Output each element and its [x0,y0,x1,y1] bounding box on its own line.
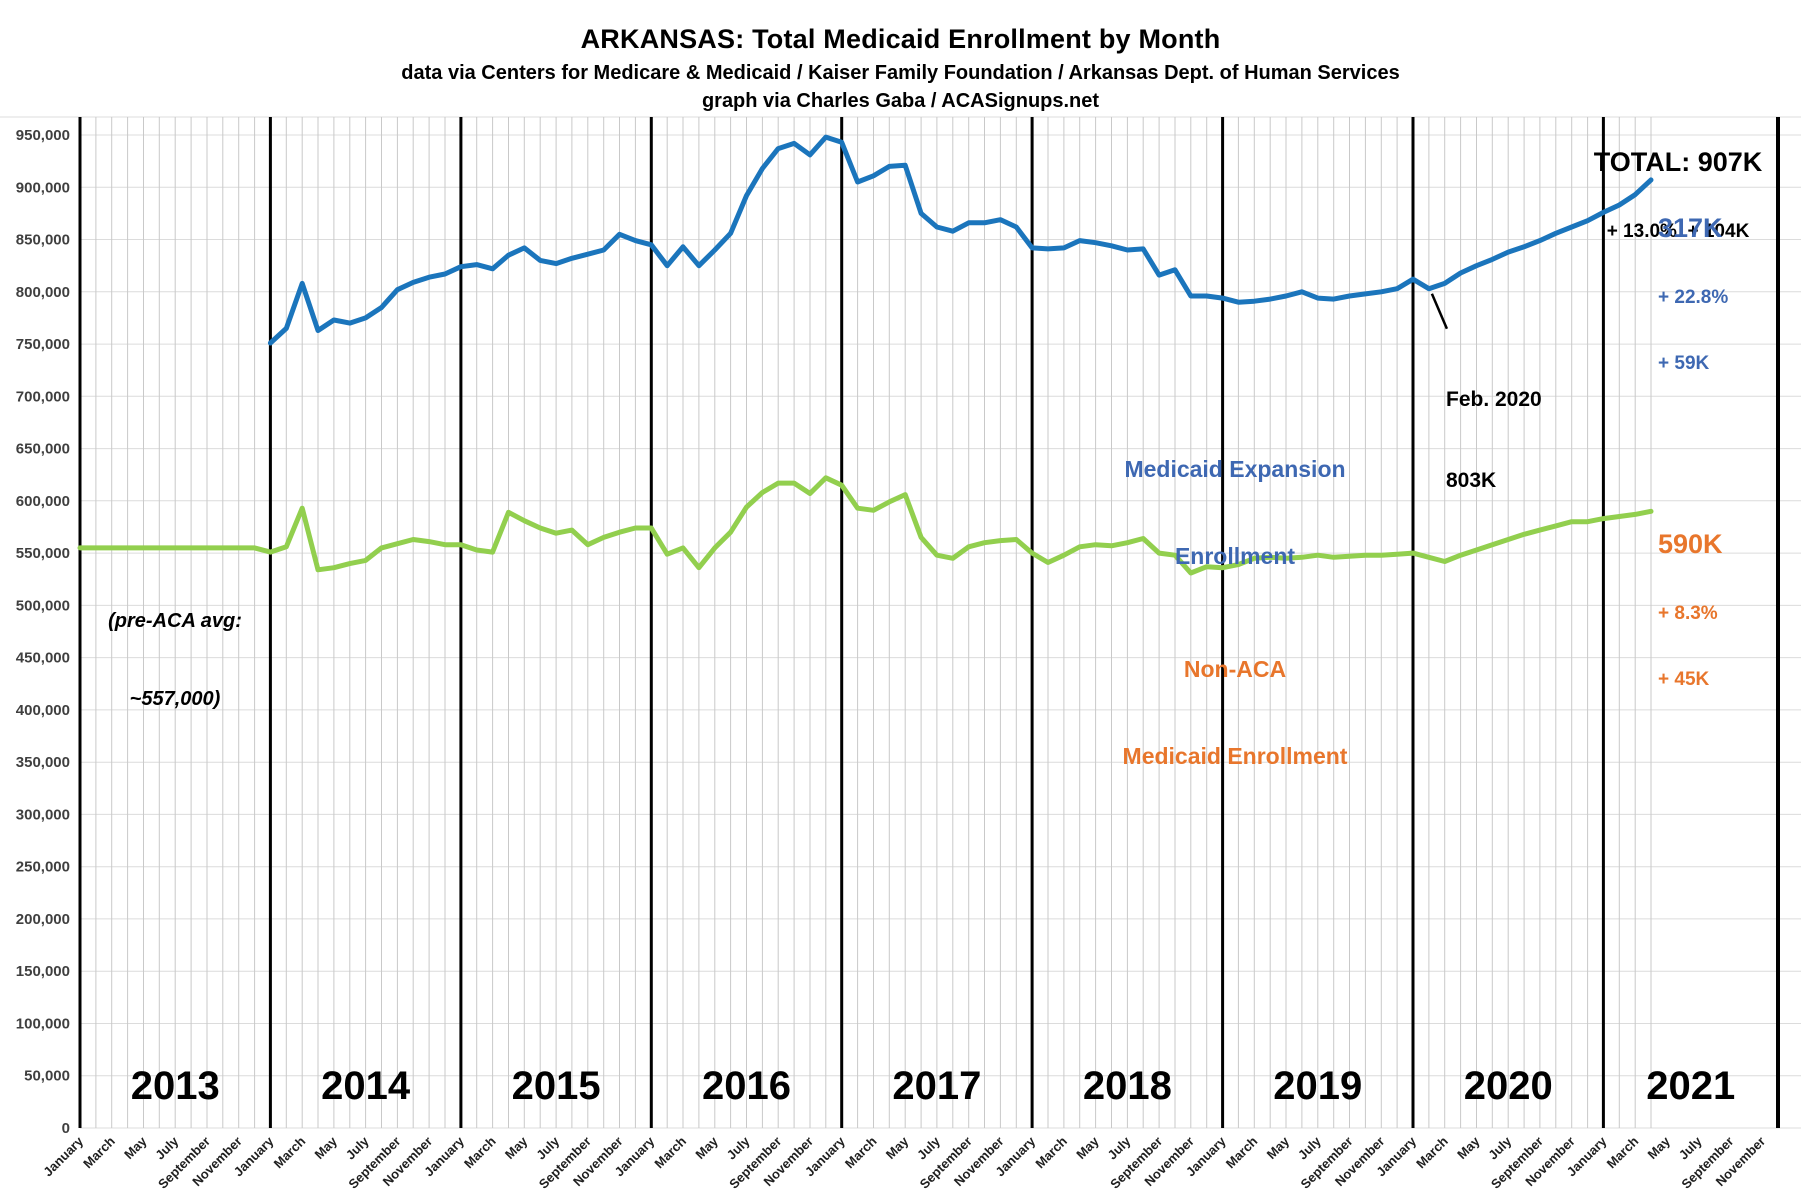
svg-text:950,000: 950,000 [16,127,70,144]
svg-text:200,000: 200,000 [16,911,70,928]
expansion-pct-change: + 22.8% [1658,287,1729,309]
svg-text:March: March [80,1133,118,1171]
svg-text:750,000: 750,000 [16,336,70,353]
svg-text:2014: 2014 [321,1064,411,1108]
y-gridlines [80,134,1801,1129]
expansion-series-label: Medicaid Expansion Enrollment [1080,397,1390,629]
svg-text:May: May [883,1133,912,1162]
nonaca-abs-change: + 45K [1658,668,1710,690]
nonaca-callout: 590K + 8.3% + 45K [1658,486,1723,733]
svg-text:2013: 2013 [131,1064,220,1108]
total-enrollment-line [267,134,1654,346]
year-labels: 2013 2014 2015 2016 2017 2018 2019 2020 2021 [131,1064,1735,1108]
svg-text:350,000: 350,000 [16,754,70,771]
svg-text:May: May [692,1133,721,1162]
svg-text:50,000: 50,000 [24,1068,70,1085]
expansion-abs-change: + 59K [1658,352,1710,374]
expansion-series-label-line1: Medicaid Expansion [1124,455,1346,482]
svg-text:May: May [121,1133,150,1162]
svg-text:May: May [312,1133,341,1162]
svg-text:2015: 2015 [512,1064,601,1108]
feb-2020-annotation: Feb. 2020 803K [1446,331,1542,549]
svg-text:800,000: 800,000 [16,284,70,301]
total-change: + 13.0% + 104K [1606,221,1750,243]
svg-text:March: March [461,1133,499,1171]
svg-text:2019: 2019 [1273,1064,1362,1108]
svg-text:2021: 2021 [1646,1064,1735,1108]
nonaca-enrollment-line [77,475,1654,576]
svg-text:January: January [40,1133,86,1179]
svg-text:450,000: 450,000 [16,650,70,667]
svg-text:400,000: 400,000 [16,702,70,719]
feb-2020-annotation-line2: 803K [1446,469,1497,493]
chart-title: ARKANSAS: Total Medicaid Enrollment by M… [580,24,1221,54]
feb-2020-pointer-line [1430,293,1449,330]
svg-text:March: March [1604,1133,1642,1171]
chart-subtitle: data via Centers for Medicare & Medicaid… [401,62,1400,85]
expansion-callout: 317K + 22.8% + 59K [1658,170,1728,417]
svg-text:March: March [842,1133,880,1171]
svg-text:850,000: 850,000 [16,232,70,249]
expansion-value: 317K [1658,212,1723,243]
feb-2020-annotation-line1: Feb. 2020 [1446,387,1542,411]
svg-text:May: May [502,1133,531,1162]
svg-text:May: May [1454,1133,1483,1162]
svg-text:650,000: 650,000 [16,441,70,458]
january-gridlines [78,117,1780,1128]
svg-text:2016: 2016 [702,1064,791,1108]
svg-text:March: March [651,1133,689,1171]
nonaca-series-label-line2: Medicaid Enrollment [1122,742,1348,769]
nonaca-series-label-line1: Non-ACA [1183,655,1287,682]
svg-text:500,000: 500,000 [16,597,70,614]
svg-text:2020: 2020 [1464,1064,1553,1108]
chart-credit: graph via Charles Gaba / ACASignups.net [701,90,1100,113]
nonaca-series-label: Non-ACA Medicaid Enrollment [1080,597,1390,829]
expansion-series-label-line2: Enrollment [1174,542,1296,569]
svg-text:300,000: 300,000 [16,806,70,823]
svg-text:900,000: 900,000 [16,179,70,196]
svg-text:150,000: 150,000 [16,963,70,980]
svg-text:550,000: 550,000 [16,545,70,562]
chart-header: ARKANSAS: Total Medicaid Enrollment by M… [0,24,1801,113]
svg-text:100,000: 100,000 [16,1016,70,1033]
svg-text:2018: 2018 [1083,1064,1172,1108]
svg-text:2017: 2017 [892,1064,981,1108]
svg-text:March: March [1032,1133,1070,1171]
pre-aca-average-note: (pre-ACA avg: ~557,000) [90,556,260,764]
total-value: TOTAL: 907K [1593,146,1763,177]
svg-text:250,000: 250,000 [16,859,70,876]
nonaca-value: 590K [1658,528,1723,559]
svg-text:March: March [1413,1133,1451,1171]
svg-text:March: March [271,1133,309,1171]
svg-text:May: May [1073,1133,1102,1162]
nonaca-pct-change: + 8.3% [1658,603,1718,625]
svg-text:May: May [1264,1133,1293,1162]
y-axis-labels: 0 50,000 100,000 150,000 200,000 250,000 300,0… [16,127,70,1137]
svg-text:700,000: 700,000 [16,388,70,405]
svg-text:0: 0 [62,1120,70,1137]
pre-aca-note-line2: ~557,000) [129,688,221,710]
svg-text:March: March [1223,1133,1261,1171]
pre-aca-note-line1: (pre-ACA avg: [108,610,242,632]
month-gridlines [95,117,1652,1128]
svg-text:May: May [1645,1133,1674,1162]
svg-text:600,000: 600,000 [16,493,70,510]
total-callout: TOTAL: 907K + 13.0% + 104K [1578,104,1778,286]
